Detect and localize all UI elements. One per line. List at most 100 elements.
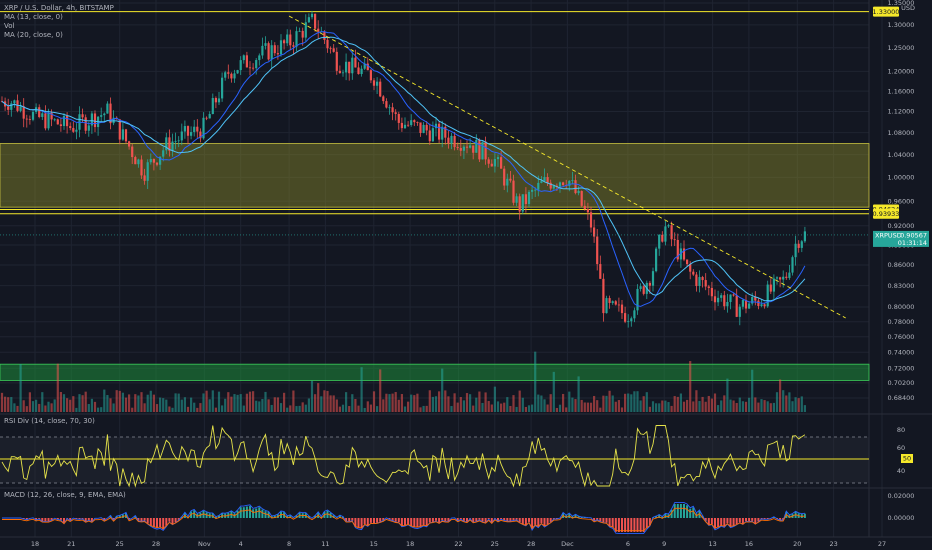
volume-bar bbox=[363, 407, 366, 412]
volume-bar bbox=[72, 396, 75, 412]
candle-body bbox=[41, 113, 44, 117]
candle-body bbox=[627, 321, 630, 323]
price-tick-label: 1.16000 bbox=[888, 87, 915, 95]
macd-bar bbox=[701, 515, 704, 518]
macd-bar bbox=[714, 518, 716, 529]
candle-body bbox=[527, 191, 531, 204]
volume-bar bbox=[456, 402, 459, 412]
volume-bar bbox=[726, 378, 729, 412]
candle-body bbox=[503, 168, 506, 186]
macd-bar bbox=[146, 518, 149, 524]
candle-body bbox=[661, 234, 664, 242]
candle-body bbox=[602, 278, 605, 314]
volume-bar bbox=[695, 390, 698, 412]
time-tick-label: Nov bbox=[198, 540, 211, 548]
macd-bar bbox=[732, 518, 735, 526]
rsi-tick-label: 60 bbox=[897, 444, 905, 452]
indicator-ma20-label[interactable]: MA (20, close, 0) bbox=[4, 31, 63, 39]
macd-pane-label[interactable]: MACD (12, 26, close, 9, EMA, EMA) bbox=[4, 491, 126, 499]
candle-body bbox=[772, 278, 775, 292]
candle-body bbox=[419, 122, 422, 133]
rsi-pane-label[interactable]: RSI Div (14, close, 70, 30) bbox=[4, 417, 95, 425]
candle-body bbox=[270, 45, 273, 60]
candle-body bbox=[599, 264, 602, 279]
macd-bar bbox=[738, 518, 741, 523]
volume-bar bbox=[555, 407, 558, 412]
zone-green bbox=[0, 363, 870, 381]
macd-bar bbox=[608, 518, 611, 527]
volume-bar bbox=[661, 400, 664, 412]
macd-bar bbox=[549, 518, 552, 522]
time-tick-label: 18 bbox=[31, 540, 39, 548]
volume-bar bbox=[568, 391, 571, 412]
volume-bar bbox=[515, 406, 518, 412]
macd-bar bbox=[289, 515, 292, 518]
volume-bar bbox=[549, 394, 552, 412]
volume-bar bbox=[608, 390, 611, 412]
volume-bar bbox=[106, 395, 109, 412]
indicator-vol-label[interactable]: Vol bbox=[4, 22, 15, 30]
symbol-title[interactable]: XRP / U.S. Dollar, 4h, BITSTAMP bbox=[4, 4, 114, 12]
candle-body bbox=[103, 113, 106, 116]
volume-bar bbox=[295, 406, 298, 412]
volume-bar bbox=[667, 402, 670, 412]
volume-bar bbox=[87, 404, 90, 412]
time-tick-label: 25 bbox=[116, 540, 124, 548]
volume-bar bbox=[521, 397, 524, 412]
candle-body bbox=[279, 40, 283, 55]
macd-bar bbox=[689, 508, 692, 518]
volume-bar bbox=[348, 406, 351, 412]
volume-bar bbox=[518, 390, 521, 412]
volume-bar bbox=[469, 394, 472, 412]
candle-body bbox=[717, 297, 720, 303]
macd-bar bbox=[630, 518, 633, 532]
last-price-value: 0.90567 bbox=[900, 231, 927, 239]
candle-body bbox=[769, 284, 772, 292]
volume-bar bbox=[177, 393, 180, 412]
candle-body bbox=[713, 296, 717, 303]
candle-body bbox=[329, 48, 332, 50]
macd-bar bbox=[112, 518, 115, 521]
candle-body bbox=[701, 277, 704, 281]
macd-bar bbox=[242, 507, 245, 518]
price-tick-label: 0.92000 bbox=[888, 222, 915, 230]
volume-bar bbox=[323, 390, 326, 412]
macd-bar bbox=[658, 514, 661, 518]
volume-bar bbox=[571, 397, 574, 412]
volume-bar bbox=[202, 393, 205, 412]
volume-bar bbox=[196, 407, 199, 412]
volume-bar bbox=[345, 392, 348, 412]
volume-bar bbox=[655, 403, 658, 412]
volume-bar bbox=[376, 406, 379, 412]
macd-bar bbox=[490, 518, 493, 523]
indicator-ma13-label[interactable]: MA (13, close, 0) bbox=[4, 13, 63, 21]
last-price-symbol: XRPUSD bbox=[875, 231, 902, 239]
rsi-line bbox=[1, 425, 806, 488]
candle-body bbox=[177, 140, 180, 142]
price-tick-label: 1.04000 bbox=[888, 151, 915, 159]
candle-body bbox=[453, 135, 456, 148]
candle-body bbox=[264, 43, 267, 46]
candle-body bbox=[159, 156, 162, 165]
macd-bar bbox=[565, 515, 568, 518]
macd-bar bbox=[633, 518, 636, 532]
volume-bar bbox=[713, 393, 717, 412]
volume-bar bbox=[503, 402, 506, 412]
volume-bar bbox=[769, 403, 772, 412]
candle-body bbox=[534, 189, 537, 191]
candle-body bbox=[31, 111, 35, 120]
macd-bar bbox=[528, 518, 530, 522]
volume-bar bbox=[701, 396, 704, 412]
rsi-band bbox=[0, 437, 869, 483]
volume-bar bbox=[512, 395, 515, 412]
candle-body bbox=[738, 306, 741, 317]
candle-body bbox=[258, 55, 261, 61]
volume-bar bbox=[670, 405, 673, 412]
volume-bar bbox=[574, 399, 577, 412]
macd-bar bbox=[348, 518, 351, 522]
candle-body bbox=[369, 70, 372, 81]
candle-body bbox=[366, 63, 369, 71]
time-tick-label: 18 bbox=[406, 540, 414, 548]
volume-bar bbox=[596, 400, 599, 412]
